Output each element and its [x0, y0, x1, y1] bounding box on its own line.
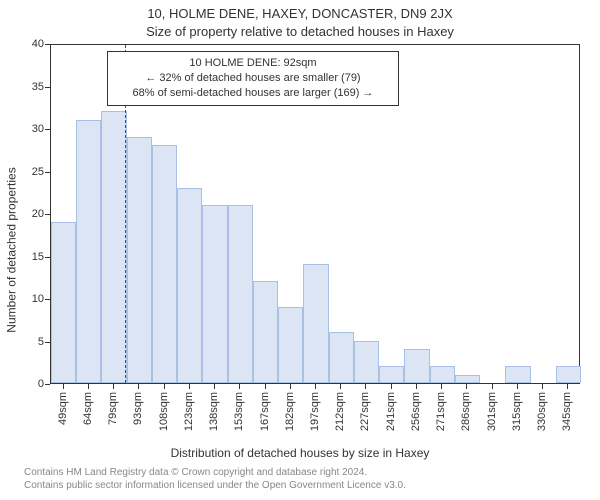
x-tick-label: 49sqm	[57, 392, 69, 425]
histogram-bar	[556, 366, 581, 383]
histogram-bar	[455, 375, 480, 384]
histogram-bar	[278, 307, 303, 384]
x-tick-mark	[567, 384, 568, 389]
y-tick-label: 5	[20, 336, 44, 348]
y-tick-mark	[45, 87, 50, 88]
y-tick-mark	[45, 299, 50, 300]
y-axis-label: Number of detached properties	[4, 0, 20, 500]
histogram-bar	[51, 222, 76, 384]
histogram-bar	[127, 137, 152, 384]
y-tick-label: 15	[20, 251, 44, 263]
histogram-bar	[253, 281, 278, 383]
x-tick-mark	[239, 384, 240, 389]
histogram-bar	[404, 349, 429, 383]
x-tick-mark	[391, 384, 392, 389]
x-tick-mark	[63, 384, 64, 389]
histogram-bar	[177, 188, 202, 384]
footer-line2: Contains public sector information licen…	[24, 479, 406, 492]
x-tick-label: 182sqm	[284, 392, 296, 431]
x-tick-mark	[315, 384, 316, 389]
plot-area: 10 HOLME DENE: 92sqm← 32% of detached ho…	[50, 44, 580, 384]
x-tick-mark	[88, 384, 89, 389]
attribution-footer: Contains HM Land Registry data © Crown c…	[24, 466, 406, 492]
y-tick-label: 20	[20, 208, 44, 220]
chart-title-line2: Size of property relative to detached ho…	[0, 24, 600, 39]
y-tick-label: 10	[20, 293, 44, 305]
y-tick-label: 40	[20, 38, 44, 50]
x-tick-label: 241sqm	[385, 392, 397, 431]
y-tick-label: 0	[20, 378, 44, 390]
chart-container: 10, HOLME DENE, HAXEY, DONCASTER, DN9 2J…	[0, 0, 600, 500]
y-tick-mark	[45, 257, 50, 258]
x-tick-label: 330sqm	[536, 392, 548, 431]
x-tick-label: 315sqm	[511, 392, 523, 431]
x-tick-mark	[164, 384, 165, 389]
y-tick-mark	[45, 384, 50, 385]
annotation-box: 10 HOLME DENE: 92sqm← 32% of detached ho…	[107, 51, 399, 106]
x-tick-mark	[542, 384, 543, 389]
y-tick-mark	[45, 172, 50, 173]
x-tick-label: 167sqm	[259, 392, 271, 431]
y-tick-mark	[45, 129, 50, 130]
x-tick-mark	[138, 384, 139, 389]
x-axis-label: Distribution of detached houses by size …	[0, 446, 600, 460]
x-tick-mark	[517, 384, 518, 389]
x-tick-mark	[113, 384, 114, 389]
x-tick-mark	[189, 384, 190, 389]
x-tick-label: 64sqm	[82, 392, 94, 425]
x-tick-mark	[365, 384, 366, 389]
x-tick-mark	[466, 384, 467, 389]
x-tick-label: 256sqm	[410, 392, 422, 431]
histogram-bar	[505, 366, 530, 383]
histogram-bar	[329, 332, 354, 383]
x-tick-mark	[416, 384, 417, 389]
histogram-bar	[354, 341, 379, 384]
x-tick-label: 301sqm	[486, 392, 498, 431]
annotation-line: ← 32% of detached houses are smaller (79…	[116, 71, 390, 86]
histogram-bar	[202, 205, 227, 384]
x-tick-label: 212sqm	[334, 392, 346, 431]
annotation-line: 68% of semi-detached houses are larger (…	[116, 86, 390, 101]
histogram-bar	[76, 120, 101, 384]
x-tick-mark	[441, 384, 442, 389]
x-tick-label: 197sqm	[309, 392, 321, 431]
x-tick-label: 108sqm	[158, 392, 170, 431]
x-tick-label: 286sqm	[460, 392, 472, 431]
y-tick-mark	[45, 44, 50, 45]
histogram-bar	[430, 366, 455, 383]
histogram-bar	[152, 145, 177, 383]
x-tick-label: 271sqm	[435, 392, 447, 431]
chart-title-line1: 10, HOLME DENE, HAXEY, DONCASTER, DN9 2J…	[0, 6, 600, 21]
histogram-bar	[101, 111, 126, 383]
y-tick-label: 25	[20, 166, 44, 178]
y-tick-mark	[45, 342, 50, 343]
x-tick-label: 79sqm	[107, 392, 119, 425]
y-tick-mark	[45, 214, 50, 215]
x-tick-mark	[214, 384, 215, 389]
x-tick-label: 345sqm	[561, 392, 573, 431]
histogram-bar	[379, 366, 404, 383]
histogram-bar	[228, 205, 253, 384]
x-tick-label: 153sqm	[233, 392, 245, 431]
footer-line1: Contains HM Land Registry data © Crown c…	[24, 466, 406, 479]
x-tick-label: 227sqm	[359, 392, 371, 431]
x-tick-label: 138sqm	[208, 392, 220, 431]
y-tick-label: 35	[20, 81, 44, 93]
histogram-bar	[303, 264, 328, 383]
x-tick-mark	[265, 384, 266, 389]
x-tick-mark	[290, 384, 291, 389]
y-tick-label: 30	[20, 123, 44, 135]
x-tick-mark	[340, 384, 341, 389]
x-tick-mark	[492, 384, 493, 389]
annotation-line: 10 HOLME DENE: 92sqm	[116, 56, 390, 71]
x-tick-label: 123sqm	[183, 392, 195, 431]
x-tick-label: 93sqm	[132, 392, 144, 425]
